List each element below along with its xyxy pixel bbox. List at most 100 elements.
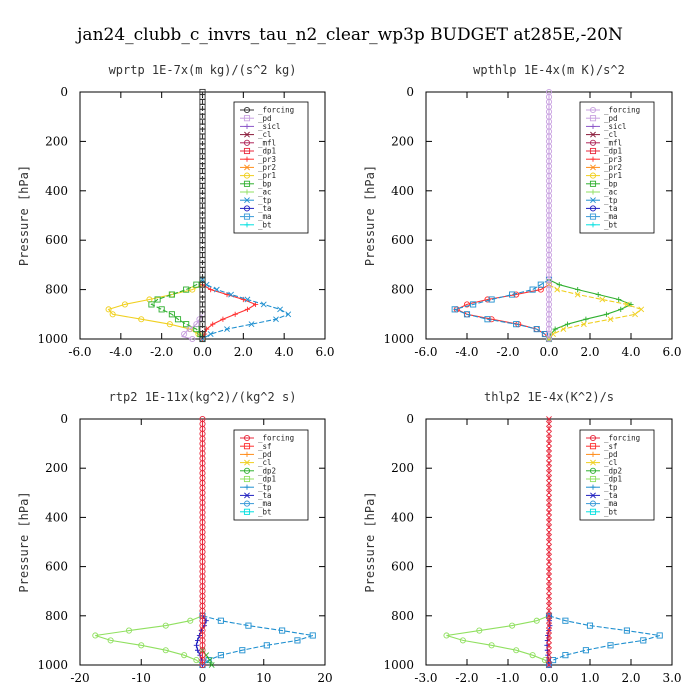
data-point bbox=[107, 637, 114, 644]
data-point bbox=[589, 213, 597, 220]
data-point bbox=[166, 321, 173, 328]
data-point bbox=[590, 197, 596, 204]
data-point bbox=[199, 661, 206, 669]
y-tick-label: 600 bbox=[45, 560, 68, 574]
y-tick-label: 1000 bbox=[37, 332, 68, 346]
data-point bbox=[546, 647, 552, 654]
data-point bbox=[162, 647, 169, 654]
y-tick-label: 600 bbox=[391, 560, 414, 574]
data-point bbox=[546, 489, 552, 496]
data-point bbox=[537, 281, 544, 288]
y-tick-label: 800 bbox=[391, 609, 414, 623]
data-point bbox=[243, 172, 251, 179]
data-point bbox=[183, 286, 190, 293]
y-tick-label: 800 bbox=[45, 283, 68, 297]
data-point bbox=[207, 331, 214, 337]
legend-label: _dp2 bbox=[258, 466, 276, 475]
data-point bbox=[590, 484, 596, 490]
series-1 bbox=[105, 281, 206, 343]
data-point bbox=[243, 467, 251, 474]
x-tick-label: 3.0 bbox=[662, 671, 681, 685]
data-point bbox=[243, 139, 251, 146]
data-point bbox=[181, 331, 188, 338]
series-line bbox=[452, 279, 550, 340]
y-axis-label: Pressure [hPa] bbox=[363, 165, 377, 266]
data-point bbox=[476, 627, 483, 634]
data-point bbox=[463, 311, 471, 318]
legend-label: _tp bbox=[258, 483, 272, 492]
data-point bbox=[546, 514, 552, 521]
data-point bbox=[199, 276, 206, 283]
chart-panels: wprtp 1E-7x(m kg)/(s^2 kg) Pressure [hPa]… bbox=[17, 63, 682, 685]
data-point bbox=[590, 492, 596, 499]
legend-label: _dp1 bbox=[604, 147, 622, 156]
legend-label: _bt bbox=[258, 220, 272, 229]
y-tick-label: 1000 bbox=[383, 658, 414, 672]
series-line bbox=[150, 279, 204, 340]
data-point bbox=[590, 451, 596, 457]
data-point bbox=[546, 662, 552, 668]
x-tick-label: 6.0 bbox=[315, 345, 334, 359]
data-point bbox=[533, 326, 540, 333]
data-point bbox=[105, 306, 112, 313]
data-point bbox=[195, 637, 201, 643]
data-point bbox=[513, 647, 520, 654]
data-point bbox=[168, 311, 175, 318]
y-tick-label: 600 bbox=[45, 233, 68, 247]
data-point bbox=[546, 425, 552, 432]
data-point bbox=[484, 316, 491, 323]
data-point bbox=[546, 588, 552, 595]
data-point bbox=[546, 627, 552, 634]
legend-label: _forcing bbox=[258, 434, 294, 443]
data-point bbox=[546, 430, 552, 437]
x-tick-label: -6.0 bbox=[68, 345, 91, 359]
data-point bbox=[189, 335, 196, 343]
data-point bbox=[244, 156, 250, 162]
legend-label: _pr1 bbox=[258, 171, 276, 180]
legend-label: _sicl bbox=[258, 122, 281, 131]
data-point bbox=[509, 291, 516, 298]
data-point bbox=[546, 617, 552, 624]
y-axis-label: Pressure [hPa] bbox=[17, 491, 31, 592]
series-4 bbox=[546, 281, 645, 342]
legend-label: _forcing bbox=[604, 434, 640, 443]
legend-label: _dp1 bbox=[258, 475, 276, 484]
data-point bbox=[285, 311, 292, 318]
x-tick-label: 2.0 bbox=[234, 345, 253, 359]
legend-label: _cl bbox=[258, 130, 272, 139]
data-point bbox=[193, 281, 200, 288]
series-line bbox=[446, 615, 550, 666]
data-point bbox=[244, 123, 250, 129]
data-point bbox=[244, 492, 250, 499]
legend-label: _forcing bbox=[604, 106, 640, 115]
data-point bbox=[564, 321, 571, 327]
data-point bbox=[459, 637, 466, 644]
legend-label: _bt bbox=[604, 507, 618, 516]
data-point bbox=[189, 286, 196, 293]
legend-label: _bp bbox=[258, 179, 272, 188]
series-2 bbox=[545, 612, 663, 669]
data-point bbox=[186, 326, 193, 333]
legend-label: _pr2 bbox=[604, 163, 622, 172]
legend-label: _mfl bbox=[258, 138, 276, 147]
data-point bbox=[590, 164, 596, 171]
data-point bbox=[574, 291, 581, 298]
data-point bbox=[239, 647, 246, 654]
x-tick-label: -4.0 bbox=[109, 345, 132, 359]
data-point bbox=[545, 335, 553, 343]
data-point bbox=[546, 553, 552, 560]
data-point bbox=[273, 316, 279, 323]
x-tick-label: 0.0 bbox=[539, 671, 558, 685]
data-point bbox=[589, 467, 597, 474]
data-point bbox=[224, 326, 230, 333]
data-point bbox=[244, 484, 250, 490]
data-point bbox=[580, 321, 587, 328]
data-point bbox=[488, 296, 495, 303]
data-point bbox=[244, 222, 250, 228]
data-point bbox=[138, 316, 145, 323]
data-point bbox=[586, 622, 594, 629]
data-point bbox=[589, 147, 597, 155]
data-point bbox=[623, 301, 630, 308]
series-5 bbox=[545, 88, 553, 343]
x-tick-label: 2.0 bbox=[580, 345, 599, 359]
